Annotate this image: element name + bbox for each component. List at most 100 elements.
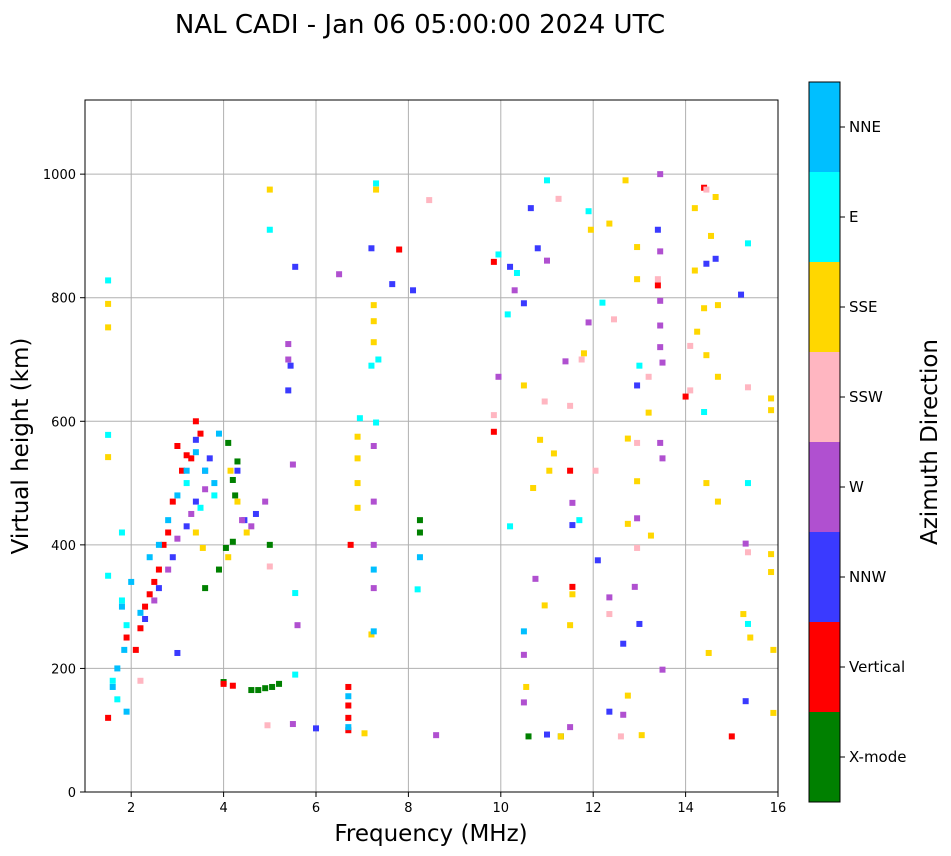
data-point-vertical: [142, 603, 149, 610]
data-point-w: [657, 439, 664, 446]
x-tick-label: 6: [312, 801, 320, 816]
data-point-sse: [624, 692, 631, 699]
data-point-vertical: [160, 541, 167, 548]
data-point-e: [373, 419, 380, 426]
data-point-e: [513, 270, 520, 276]
data-point-w: [433, 732, 440, 739]
data-point-nne: [192, 449, 199, 456]
data-point-ssw: [490, 412, 497, 419]
data-point-e: [118, 529, 125, 536]
data-point-ssw: [617, 733, 624, 740]
data-point-w: [370, 541, 377, 548]
colorbar-tick-label: W: [849, 478, 864, 496]
y-axis-label: Virtual height (km): [8, 338, 34, 555]
data-point-x-mode: [416, 517, 423, 524]
colorbar-segment: [809, 712, 840, 802]
y-axis-ticks: 0 200 400 600 800 1000: [43, 168, 85, 801]
data-point-sse: [550, 450, 557, 457]
data-point-ssw: [703, 186, 710, 193]
data-point-w: [370, 585, 377, 592]
data-point-x-mode: [269, 683, 276, 690]
data-point-nne: [155, 541, 162, 548]
data-point-sse: [225, 554, 232, 561]
data-point-sse: [234, 498, 241, 505]
data-point-vertical: [179, 467, 186, 474]
data-point-sse: [747, 634, 754, 641]
data-point-nnw: [285, 387, 292, 394]
data-point-vertical: [137, 625, 144, 632]
data-point-sse: [370, 339, 377, 346]
colorbar-segment: [809, 442, 840, 532]
x-tick-label: 16: [770, 801, 787, 816]
data-point-w: [585, 319, 592, 326]
data-point-vertical: [728, 733, 735, 740]
data-point-sse: [647, 532, 654, 539]
data-point-x-mode: [248, 687, 255, 694]
data-points: [105, 171, 777, 740]
data-point-e: [599, 299, 606, 306]
data-point-e: [118, 597, 125, 604]
data-point-sse: [361, 730, 368, 737]
x-axis-label: Frequency (MHz): [334, 821, 527, 847]
data-point-e: [105, 431, 112, 438]
data-point-w: [659, 666, 666, 673]
data-point-sse: [523, 683, 530, 690]
data-point-nnw: [389, 281, 396, 288]
x-tick-label: 14: [677, 801, 694, 816]
data-point-sse: [227, 467, 234, 474]
data-point-nne: [123, 708, 130, 715]
data-point-x-mode: [202, 585, 209, 592]
data-point-sse: [243, 529, 250, 536]
x-axis-ticks: 2 4 6 8 10 12 14 16: [127, 792, 786, 816]
data-point-nnw: [292, 263, 299, 270]
data-point-x-mode: [416, 529, 423, 536]
colorbar-tick-label: SSE: [849, 298, 878, 316]
data-point-vertical: [682, 393, 689, 400]
data-point-nne: [345, 693, 352, 700]
data-point-w: [544, 257, 550, 264]
data-point-vertical: [188, 455, 195, 462]
data-point-e: [373, 180, 380, 187]
data-point-w: [742, 540, 749, 547]
data-point-sse: [770, 646, 777, 653]
data-point-nnw: [313, 725, 319, 732]
data-point-w: [188, 510, 195, 517]
data-point-w: [657, 344, 664, 351]
data-point-ssw: [645, 373, 652, 380]
data-point-vertical: [345, 683, 352, 690]
data-point-w: [151, 597, 158, 604]
data-point-w: [285, 356, 292, 363]
data-point-vertical: [197, 430, 204, 437]
data-point-sse: [701, 305, 708, 312]
colorbar-tick-label: NNW: [849, 568, 886, 586]
data-point-vertical: [220, 680, 227, 687]
data-point-nnw: [594, 557, 601, 564]
data-point-sse: [354, 504, 361, 511]
data-point-nnw: [654, 226, 661, 233]
data-point-x-mode: [225, 439, 232, 446]
data-point-sse: [105, 454, 112, 461]
data-point-sse: [768, 551, 775, 558]
data-point-nne: [202, 467, 209, 474]
data-point-sse: [708, 232, 715, 239]
data-point-x-mode: [229, 538, 236, 545]
data-point-sse: [520, 382, 527, 389]
data-point-sse: [105, 324, 112, 331]
data-point-vertical: [155, 566, 162, 573]
data-point-nnw: [206, 455, 213, 462]
data-point-nnw: [234, 467, 241, 474]
data-point-nne: [128, 578, 135, 585]
data-point-sse: [567, 622, 574, 629]
data-point-vertical: [229, 682, 236, 689]
data-point-x-mode: [276, 680, 283, 687]
data-point-e: [636, 362, 643, 369]
data-point-w: [520, 699, 527, 706]
data-point-nnw: [142, 616, 149, 622]
data-point-e: [701, 409, 708, 416]
data-point-ssw: [541, 398, 548, 405]
data-point-sse: [557, 733, 564, 740]
data-point-sse: [105, 300, 112, 307]
data-point-sse: [714, 302, 721, 309]
x-tick-label: 4: [219, 801, 227, 816]
data-point-w: [657, 248, 664, 255]
